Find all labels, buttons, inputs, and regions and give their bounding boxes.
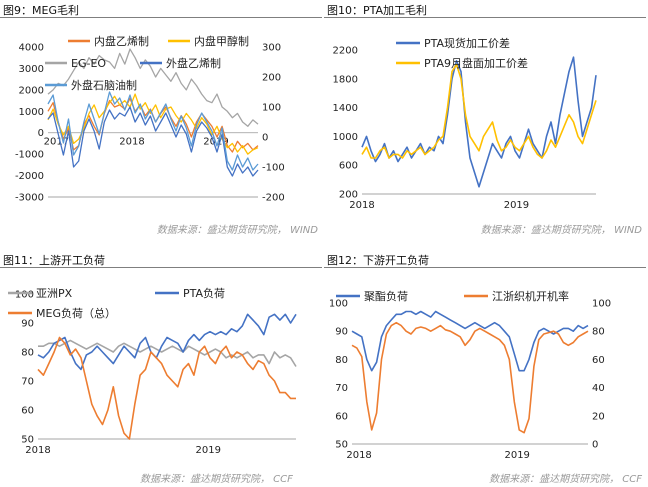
title-rule bbox=[324, 17, 646, 18]
y2-tick-label: 0 bbox=[592, 440, 598, 451]
chart-fig9: 40003000200010000-1000-2000-300030020010… bbox=[15, 34, 285, 204]
x-tick-label: 2019 bbox=[504, 200, 529, 211]
y2-tick-label: 300 bbox=[262, 43, 281, 54]
legend-label: 江浙织机开机率 bbox=[492, 289, 569, 303]
y2-tick-label: 20 bbox=[592, 411, 605, 422]
legend-label: PTA负荷 bbox=[183, 286, 225, 300]
x-tick-label: 2018 bbox=[346, 450, 371, 461]
x-tick-label: 2018 bbox=[25, 445, 50, 456]
series-line bbox=[37, 313, 297, 371]
legend-label: PTA现货加工价差 bbox=[424, 36, 510, 50]
legend-label: 内盘甲醇制 bbox=[194, 34, 249, 48]
series-line bbox=[361, 56, 597, 188]
title-rule bbox=[0, 17, 322, 18]
y2-tick-label: 100 bbox=[592, 299, 611, 310]
legend-label: 外盘石脑油制 bbox=[71, 78, 137, 92]
y2-tick-label: 40 bbox=[592, 383, 605, 394]
x-tick-label: 2019 bbox=[196, 445, 221, 456]
legend-label: 内盘乙烯制 bbox=[94, 34, 149, 48]
y-tick-label: 70 bbox=[21, 377, 34, 388]
y-tick-label: 0 bbox=[38, 128, 44, 139]
y-tick-label: 70 bbox=[335, 383, 348, 394]
x-tick-label: 2018 bbox=[119, 137, 144, 148]
y-tick-label: 80 bbox=[21, 348, 34, 359]
source-note-bottom-right: 数据来源：盛达期货研究院， CCF bbox=[489, 474, 642, 485]
chart-title: 图12：下游开工负荷 bbox=[327, 254, 429, 267]
legend-label: PTA9月盘面加工价差 bbox=[424, 56, 528, 70]
panel-fig11: 图11：上游开工负荷 100 90 80 70 60 50 2018 2019 亚洲PX PTA负… bbox=[0, 250, 324, 485]
y-tick-label: -2000 bbox=[15, 171, 44, 182]
y-tick-label: 2000 bbox=[19, 85, 44, 96]
series-line bbox=[47, 91, 259, 171]
y-tick-label: -1000 bbox=[15, 150, 44, 161]
y-tick-label: 1400 bbox=[333, 103, 358, 114]
title-rule bbox=[0, 267, 322, 268]
y-tick-label: 80 bbox=[335, 355, 348, 366]
series-line bbox=[37, 336, 296, 440]
series-line bbox=[361, 63, 597, 159]
y-tick-label: 60 bbox=[21, 406, 34, 417]
chart-fig12: 100 90 80 70 60 50 100 80 60 40 20 0 2018 2019 聚酯负荷 江浙织… bbox=[329, 289, 611, 461]
legend-label: 外盘乙烯制 bbox=[166, 56, 221, 70]
panel-fig10: 图10：PTA加工毛利 2200 1800 1400 1000 600 200 2018 20… bbox=[324, 0, 648, 240]
y2-tick-label: 80 bbox=[592, 327, 605, 338]
y-tick-label: 600 bbox=[339, 161, 358, 172]
series-line bbox=[47, 106, 259, 177]
y-tick-label: 90 bbox=[335, 327, 348, 338]
series-line bbox=[351, 321, 589, 434]
source-note: 数据来源：盛达期货研究院， WIND bbox=[480, 225, 642, 236]
y-tick-label: 1800 bbox=[333, 74, 358, 85]
y2-tick-label: 60 bbox=[592, 355, 605, 366]
panel-fig12: 图12：下游开工负荷 100 90 80 70 60 50 100 80 60 40 20 0 2018… bbox=[324, 250, 648, 485]
series-line bbox=[47, 48, 259, 127]
source-note: 数据来源：盛达期货研究院， WIND bbox=[156, 225, 318, 236]
y-tick-label: -3000 bbox=[15, 193, 44, 204]
legend-label: 聚酯负荷 bbox=[364, 289, 408, 303]
legend-label: EG-EO bbox=[71, 57, 106, 70]
legend-label: 亚洲PX bbox=[36, 287, 73, 300]
series-line bbox=[351, 310, 589, 372]
y-tick-label: 60 bbox=[335, 411, 348, 422]
y2-tick-label: 200 bbox=[262, 73, 281, 84]
source-note-bottom-left: 数据来源：盛达期货研究院， CCF bbox=[140, 474, 293, 485]
x-tick-label: 2018 bbox=[349, 200, 374, 211]
y-tick-label: 1000 bbox=[19, 107, 44, 118]
y-tick-label: 3000 bbox=[19, 64, 44, 75]
y-tick-label: 90 bbox=[21, 319, 34, 330]
x-tick-label: 2019 bbox=[504, 450, 529, 461]
y-tick-label: 100 bbox=[15, 290, 34, 301]
y2-tick-label: 0 bbox=[262, 133, 268, 144]
legend-label: MEG负荷（总） bbox=[36, 306, 116, 320]
y-tick-label: 4000 bbox=[19, 43, 44, 54]
y-tick-label: 1000 bbox=[333, 132, 358, 143]
chart-title: 图10：PTA加工毛利 bbox=[327, 4, 428, 17]
y-tick-label: 50 bbox=[21, 435, 34, 446]
y-tick-label: 2200 bbox=[333, 46, 358, 57]
title-rule bbox=[324, 267, 646, 268]
y2-tick-label: -200 bbox=[262, 193, 285, 204]
y-tick-label: 100 bbox=[329, 299, 348, 310]
y-tick-label: 50 bbox=[335, 440, 348, 451]
y2-tick-label: -100 bbox=[262, 163, 285, 174]
series-line bbox=[38, 339, 297, 367]
panel-fig9: 图9：MEG毛利 4000 3000 2000 1000 0 -1000 -2000 -300… bbox=[0, 0, 324, 240]
chart-title: 图11：上游开工负荷 bbox=[3, 254, 105, 267]
x-tick-label: 2017 bbox=[44, 137, 69, 148]
chart-title: 图9：MEG毛利 bbox=[3, 4, 79, 17]
y2-tick-label: 100 bbox=[262, 103, 281, 114]
y-tick-label: 200 bbox=[339, 190, 358, 201]
